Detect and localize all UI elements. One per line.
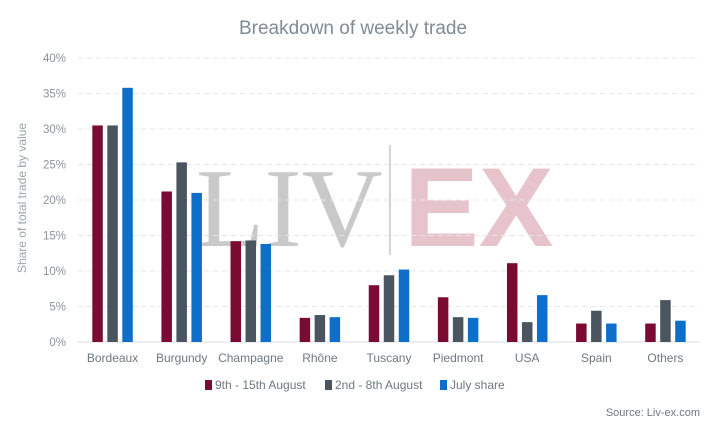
bar bbox=[675, 320, 686, 342]
legend-label: 9th - 15th August bbox=[215, 378, 306, 392]
bar bbox=[591, 310, 602, 342]
x-category-label: USA bbox=[515, 351, 540, 365]
x-category-label: Champagne bbox=[218, 351, 284, 365]
y-tick-label: 0% bbox=[49, 337, 66, 349]
bar bbox=[260, 244, 272, 342]
x-category-label: Bordeaux bbox=[87, 351, 138, 365]
watermark-divider bbox=[389, 145, 391, 255]
bar bbox=[230, 241, 242, 342]
y-tick-label: 5% bbox=[49, 302, 66, 314]
legend-swatch bbox=[440, 380, 447, 390]
x-category-label: Rhône bbox=[302, 351, 338, 365]
bar bbox=[191, 192, 202, 342]
bar bbox=[368, 285, 380, 342]
y-tick-label: 25% bbox=[43, 160, 66, 172]
watermark-liv: LIV bbox=[196, 147, 383, 271]
watermark-ex: EX bbox=[404, 145, 553, 270]
bar bbox=[398, 269, 410, 342]
x-category-label: Spain bbox=[581, 351, 612, 365]
x-axis-categories: Bordeaux Burgundy Champagne Rhône Tuscany Pie… bbox=[87, 351, 684, 365]
y-axis-ticks: 0% 5% 10% 15% 20% 25% 30% 35% 40% bbox=[43, 53, 66, 349]
bar bbox=[467, 317, 479, 342]
bar bbox=[536, 295, 548, 342]
legend-label: July share bbox=[450, 378, 505, 392]
bar bbox=[437, 297, 449, 342]
bar bbox=[660, 300, 671, 342]
watermark: LIV EX bbox=[196, 145, 553, 271]
bar bbox=[107, 125, 118, 342]
y-tick-label: 35% bbox=[43, 89, 66, 101]
x-category-label: Tuscany bbox=[367, 351, 412, 365]
bar bbox=[452, 317, 464, 342]
y-tick-label: 30% bbox=[43, 124, 66, 136]
y-tick-label: 10% bbox=[43, 266, 66, 278]
y-tick-label: 20% bbox=[43, 195, 66, 207]
bar bbox=[299, 317, 311, 342]
legend-swatch bbox=[205, 380, 212, 390]
source-note: Source: Liv-ex.com bbox=[606, 407, 700, 419]
bar bbox=[521, 322, 533, 342]
x-category-label: Piedmont bbox=[433, 351, 484, 365]
bar bbox=[506, 263, 518, 342]
bar bbox=[576, 323, 587, 342]
bar bbox=[176, 162, 187, 342]
legend-label: 2nd - 8th August bbox=[335, 378, 423, 392]
chart-title: Breakdown of weekly trade bbox=[239, 18, 467, 39]
bar bbox=[329, 317, 341, 342]
bar bbox=[383, 275, 395, 342]
y-tick-label: 15% bbox=[43, 231, 66, 243]
bar bbox=[161, 191, 172, 342]
bar bbox=[122, 87, 133, 342]
bar bbox=[645, 323, 656, 342]
x-category-label: Others bbox=[647, 351, 683, 365]
bars bbox=[92, 87, 686, 342]
legend-swatch bbox=[325, 380, 332, 390]
bar bbox=[314, 315, 326, 342]
x-category-label: Burgundy bbox=[156, 351, 207, 365]
bar bbox=[606, 323, 617, 342]
y-tick-label: 40% bbox=[43, 53, 66, 65]
bar bbox=[92, 125, 103, 342]
bar bbox=[245, 240, 257, 342]
legend: 9th - 15th August 2nd - 8th August July sh… bbox=[205, 378, 505, 392]
y-axis-label: Share of total trade by value bbox=[15, 123, 29, 273]
